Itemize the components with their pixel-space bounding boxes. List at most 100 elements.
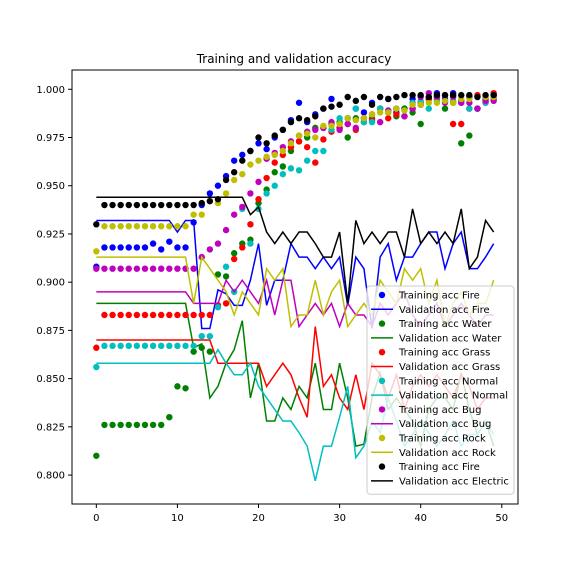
data-point [109, 265, 116, 272]
legend-label: Training acc Bug [398, 405, 482, 416]
data-point [93, 344, 100, 351]
data-point [222, 273, 230, 280]
data-point [417, 91, 424, 99]
data-point [287, 140, 295, 147]
data-point [101, 201, 108, 209]
data-point [182, 342, 189, 350]
data-point [206, 311, 214, 319]
data-point [101, 265, 108, 272]
data-point [303, 130, 311, 137]
data-point [125, 244, 132, 251]
data-point [433, 99, 441, 106]
data-point [271, 182, 278, 189]
x-tick-label: 0 [93, 513, 99, 524]
legend-label: Training acc Fire [398, 291, 480, 302]
x-tick-label: 10 [171, 513, 184, 524]
data-point [320, 122, 327, 130]
data-point [133, 265, 141, 272]
legend-marker-swatch [378, 349, 386, 356]
data-point [263, 140, 270, 147]
data-point [166, 223, 173, 230]
data-point [344, 120, 351, 128]
data-point [247, 221, 254, 228]
data-point [182, 385, 189, 392]
data-point [93, 248, 100, 255]
data-point [441, 91, 449, 99]
chart-title: Training and validation accuracy [196, 52, 392, 66]
data-point [158, 421, 165, 429]
legend-label: Training acc Normal [398, 376, 498, 387]
data-point [117, 223, 124, 230]
legend-marker-swatch [378, 377, 386, 384]
data-point [312, 159, 319, 166]
data-point [433, 91, 441, 99]
data-point [125, 223, 132, 230]
data-point [166, 342, 173, 350]
data-point [206, 246, 214, 253]
data-point [174, 383, 181, 390]
data-point [206, 197, 214, 205]
data-point [141, 342, 149, 350]
data-point [182, 201, 189, 209]
data-point [449, 120, 457, 128]
data-point [174, 244, 181, 251]
data-point [125, 421, 132, 429]
data-point [109, 342, 116, 350]
x-tick-label: 50 [495, 513, 508, 524]
data-point [125, 311, 132, 319]
data-point [149, 342, 157, 350]
data-point [336, 126, 343, 133]
data-point [182, 311, 189, 319]
x-tick-label: 20 [252, 513, 265, 524]
data-point [101, 311, 108, 319]
data-point [239, 170, 246, 178]
legend-box [366, 285, 515, 495]
data-point [295, 115, 303, 122]
series-line [96, 196, 495, 304]
data-point [368, 118, 376, 126]
data-point [441, 105, 449, 112]
data-point [133, 421, 141, 429]
data-point [214, 182, 222, 189]
data-point [393, 93, 400, 101]
data-point [206, 190, 214, 197]
data-point [312, 126, 319, 133]
legend-item: Training acc Fire [378, 291, 480, 302]
data-point [141, 201, 149, 209]
data-point [125, 265, 132, 272]
data-point [133, 201, 141, 209]
data-point [247, 147, 254, 155]
data-point [417, 101, 424, 108]
legend-marker-swatch [378, 320, 386, 327]
data-point [166, 311, 173, 319]
legend-label: Validation acc Rock [399, 448, 496, 459]
data-point [109, 311, 116, 319]
data-point [385, 95, 392, 103]
data-point [368, 101, 376, 108]
data-point [125, 201, 132, 209]
legend-label: Validation acc Electric [399, 476, 509, 487]
y-tick-label: 0.900 [36, 278, 65, 289]
data-point [279, 126, 287, 133]
data-point [230, 255, 238, 263]
data-point [401, 107, 408, 114]
data-point [328, 95, 335, 103]
data-point [239, 244, 246, 251]
data-point [190, 342, 197, 350]
data-point [385, 115, 392, 122]
data-point [441, 97, 449, 105]
data-point [466, 91, 473, 99]
data-point [214, 271, 222, 278]
data-point [409, 101, 416, 108]
legend-item: Validation acc Normal [371, 391, 508, 402]
x-axis: 0 10 20 30 40 50 [93, 504, 508, 524]
data-point [206, 332, 214, 340]
data-point [255, 178, 262, 186]
data-point [409, 91, 416, 99]
data-point [336, 101, 343, 108]
data-point [271, 159, 278, 166]
data-point [158, 223, 165, 230]
data-point [149, 265, 157, 272]
legend-label: Validation acc Bug [399, 419, 491, 430]
